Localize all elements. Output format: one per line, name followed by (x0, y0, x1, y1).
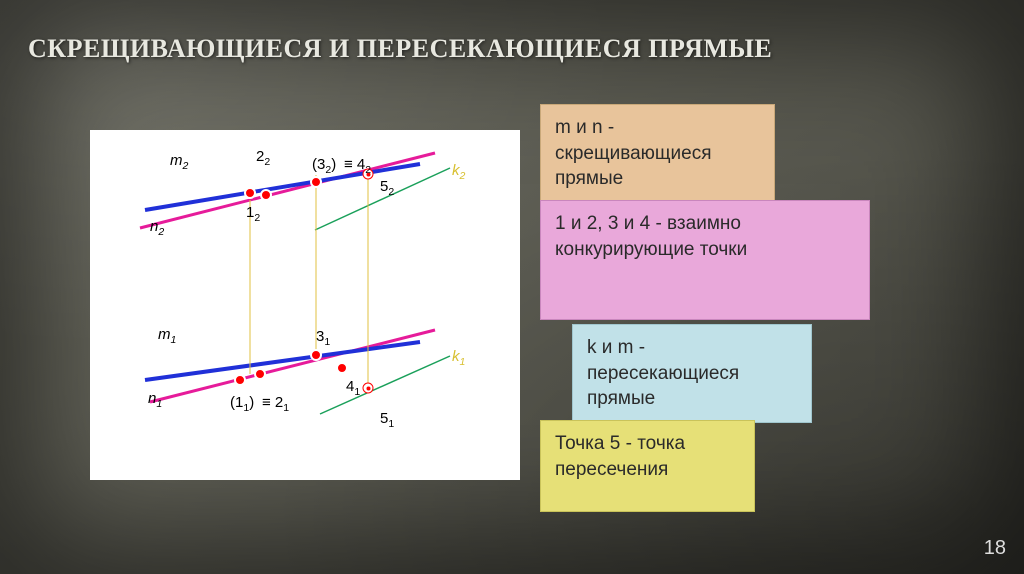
point-p21 (254, 368, 266, 380)
label-l21: ≡ 21 (262, 394, 289, 414)
label-n1: n1 (148, 390, 162, 410)
point-p31 (310, 349, 322, 361)
page-number: 18 (984, 537, 1006, 560)
label-l51: 51 (380, 410, 394, 430)
info-box-b1: m и n - скрещивающиеся прямые (540, 104, 775, 203)
label-l32: (32) (312, 156, 336, 176)
label-l52: 52 (380, 178, 394, 198)
label-l31: 31 (316, 328, 330, 348)
line-m1 (150, 330, 435, 402)
point-p41 (336, 362, 348, 374)
point-p32 (310, 176, 322, 188)
label-l11: (11) (230, 394, 254, 414)
page-title: СКРЕЩИВАЮЩИЕСЯ И ПЕРЕСЕКАЮЩИЕСЯ ПРЯМЫЕ (28, 34, 772, 64)
label-m2: m2 (170, 152, 188, 172)
line-n1 (145, 342, 420, 380)
point-p11 (234, 374, 246, 386)
point-p12 (244, 187, 256, 199)
label-l22: 22 (256, 148, 270, 168)
geometry-diagram: m2 n2 k2 m1 n1 k1 22 (32) ≡ 42 12 52 31 (11) ≡ 21 41… (90, 130, 520, 480)
diagram-svg (90, 130, 520, 480)
label-n2: n2 (150, 218, 164, 238)
label-l41: 41 (346, 378, 360, 398)
info-box-b2: 1 и 2, 3 и 4 - взаимно конкурирующие точ… (540, 200, 870, 320)
label-k1: k1 (452, 348, 465, 368)
label-l12: 12 (246, 204, 260, 224)
info-box-b3: k и m - пересекающиеся прямые (572, 324, 812, 423)
label-m1: m1 (158, 326, 176, 346)
point-p22 (260, 189, 272, 201)
label-k2: k2 (452, 162, 465, 182)
info-box-b4: Точка 5 - точка пересечения (540, 420, 755, 512)
label-l42: ≡ 42 (344, 156, 371, 176)
point-p51 (363, 383, 374, 394)
